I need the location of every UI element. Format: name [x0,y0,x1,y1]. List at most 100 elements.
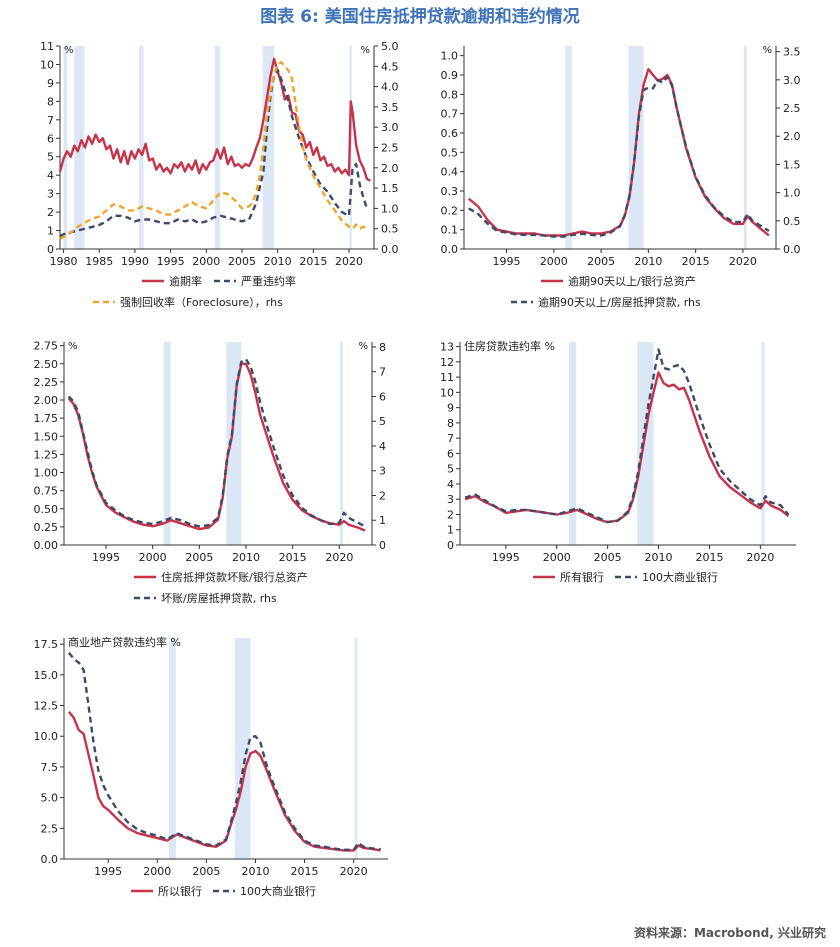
y-left-tick-label: 7 [447,432,454,445]
y-right-tick-label: 3.5 [381,101,399,114]
x-tick-label: 2010 [645,551,673,564]
y-left-tick-label: 6 [47,132,54,145]
left-unit-label: % [68,341,78,352]
legend-label: 100大商业银行 [642,570,718,584]
recession-band [354,638,358,859]
y-left-tick-label: 10.0 [34,730,59,743]
recession-band [743,46,747,249]
legend-label: 100大商业银行 [240,884,316,898]
recession-band [163,342,171,545]
y-left-tick-label: 1.25 [34,448,59,461]
y-left-tick-label: 5 [447,463,454,476]
recession-band [262,46,275,249]
legend-label: 逾期90天以上/房屋抵押贷款, rhs [538,295,701,309]
figure-title: 图表 6: 美国住房抵押贷款逾期和违约情况 [260,7,580,27]
y-right-tick-label: 4.5 [381,60,399,73]
x-tick-label: 2015 [291,865,319,878]
recession-band [761,342,765,545]
y-left-tick-label: 8 [47,95,54,108]
y-left-tick-label: 0.5 [441,146,459,159]
y-right-tick-label: 1.5 [783,158,801,171]
left-unit-label: % [64,45,74,56]
y-left-tick-label: 5 [47,151,54,164]
y-left-tick-label: 10 [40,58,54,71]
x-tick-label: 1980 [50,255,78,268]
x-tick-label: 2010 [232,551,260,564]
y-left-tick-label: 0.8 [441,88,459,101]
y-right-tick-label: 1.5 [381,182,399,195]
y-right-tick-label: 4.0 [381,81,399,94]
y-right-tick-label: 0.5 [381,223,399,236]
y-left-tick-label: 0 [47,243,54,256]
recession-band [637,342,654,545]
recession-band [169,638,176,859]
y-left-tick-label: 0.4 [441,166,459,179]
y-right-tick-label: 2.5 [381,142,399,155]
source-note: 资料来源：Macrobond, 兴业研究 [633,926,826,940]
y-right-tick-label: 3.0 [783,74,801,87]
y-left-tick-label: 11 [440,371,454,384]
x-tick-label: 2000 [192,255,220,268]
x-tick-label: 1995 [94,865,122,878]
legend-label: 逾期率 [169,274,202,288]
y-left-tick-label: 2.75 [34,340,59,353]
x-tick-label: 2000 [143,865,171,878]
y-left-tick-label: 0.1 [441,224,459,237]
series-line-2 [468,75,770,238]
y-left-tick-label: 1.0 [441,50,459,63]
recession-band [63,46,68,249]
x-tick-label: 2005 [228,255,256,268]
y-left-tick-label: 2.50 [34,358,59,371]
x-tick-label: 2020 [340,865,368,878]
y-left-tick-label: 0.6 [441,127,459,140]
y-left-tick-label: 12.5 [34,700,59,713]
y-left-tick-label: 4 [47,169,54,182]
legend-label: 住房抵押贷款坏账/银行总资产 [161,570,308,584]
y-left-tick-label: 0.3 [441,185,459,198]
right-unit-label: % [358,341,368,352]
y-left-tick-label: 0.7 [441,108,459,121]
y-left-tick-label: 0.9 [441,69,459,82]
x-tick-label: 2005 [587,255,615,268]
chart-mortgage-delinquency-rates: 0 1 2 3 4 5 6 7 8 9 10 11 0.0 0.5 1.0 1.5 2.0 2.5 3.0 3.5 4.… [40,40,399,309]
x-tick-label: 2005 [185,551,213,564]
recession-band [340,342,344,545]
y-left-tick-label: 1.50 [34,430,59,443]
x-tick-label: 1995 [92,551,120,564]
y-left-tick-label: 6 [447,447,454,460]
y-left-tick-label: 3 [447,493,454,506]
legend-label: 坏账/房屋抵押贷款, rhs [161,591,277,605]
y-left-tick-label: 0.75 [34,485,59,498]
x-tick-label: 2015 [299,255,327,268]
x-tick-label: 2005 [594,551,622,564]
recession-band [565,46,572,249]
y-right-tick-label: 2.5 [783,102,801,115]
y-right-tick-label: 4 [379,440,386,453]
y-left-tick-label: 17.5 [34,638,59,651]
chart-mortgage-bad-debt: 0.00 0.25 0.50 0.75 1.00 1.25 1.50 1.75 2.00 2.25… [34,340,387,605]
y-left-tick-label: 9 [47,77,54,90]
y-right-tick-label: 7 [379,366,386,379]
chart-inner-title: 商业地产贷款违约率 % [68,635,181,649]
y-right-tick-label: 0 [379,539,386,552]
series-line-1 [58,57,371,182]
x-tick-label: 2000 [139,551,167,564]
x-tick-label: 2015 [682,255,710,268]
series-line-2 [59,68,369,238]
y-right-tick-label: 1 [379,514,386,527]
legend-label: 逾期90天以上/银行总资产 [568,274,696,288]
y-right-tick-label: 2 [379,489,386,502]
x-tick-label: 2000 [543,551,571,564]
series-line-1 [464,371,790,524]
series-line-2 [67,358,366,528]
recession-band [568,342,577,545]
legend-label: 强制回收率（Foreclosure），rhs [120,295,283,309]
y-right-tick-label: 1.0 [381,202,399,215]
y-right-tick-label: 0.0 [381,243,399,256]
y-left-tick-label: 2.5 [41,822,59,835]
recession-band [214,46,220,249]
y-left-tick-label: 2 [47,206,54,219]
x-tick-label: 1985 [85,255,113,268]
y-left-tick-label: 2.00 [34,394,59,407]
y-left-tick-label: 3 [47,188,54,201]
